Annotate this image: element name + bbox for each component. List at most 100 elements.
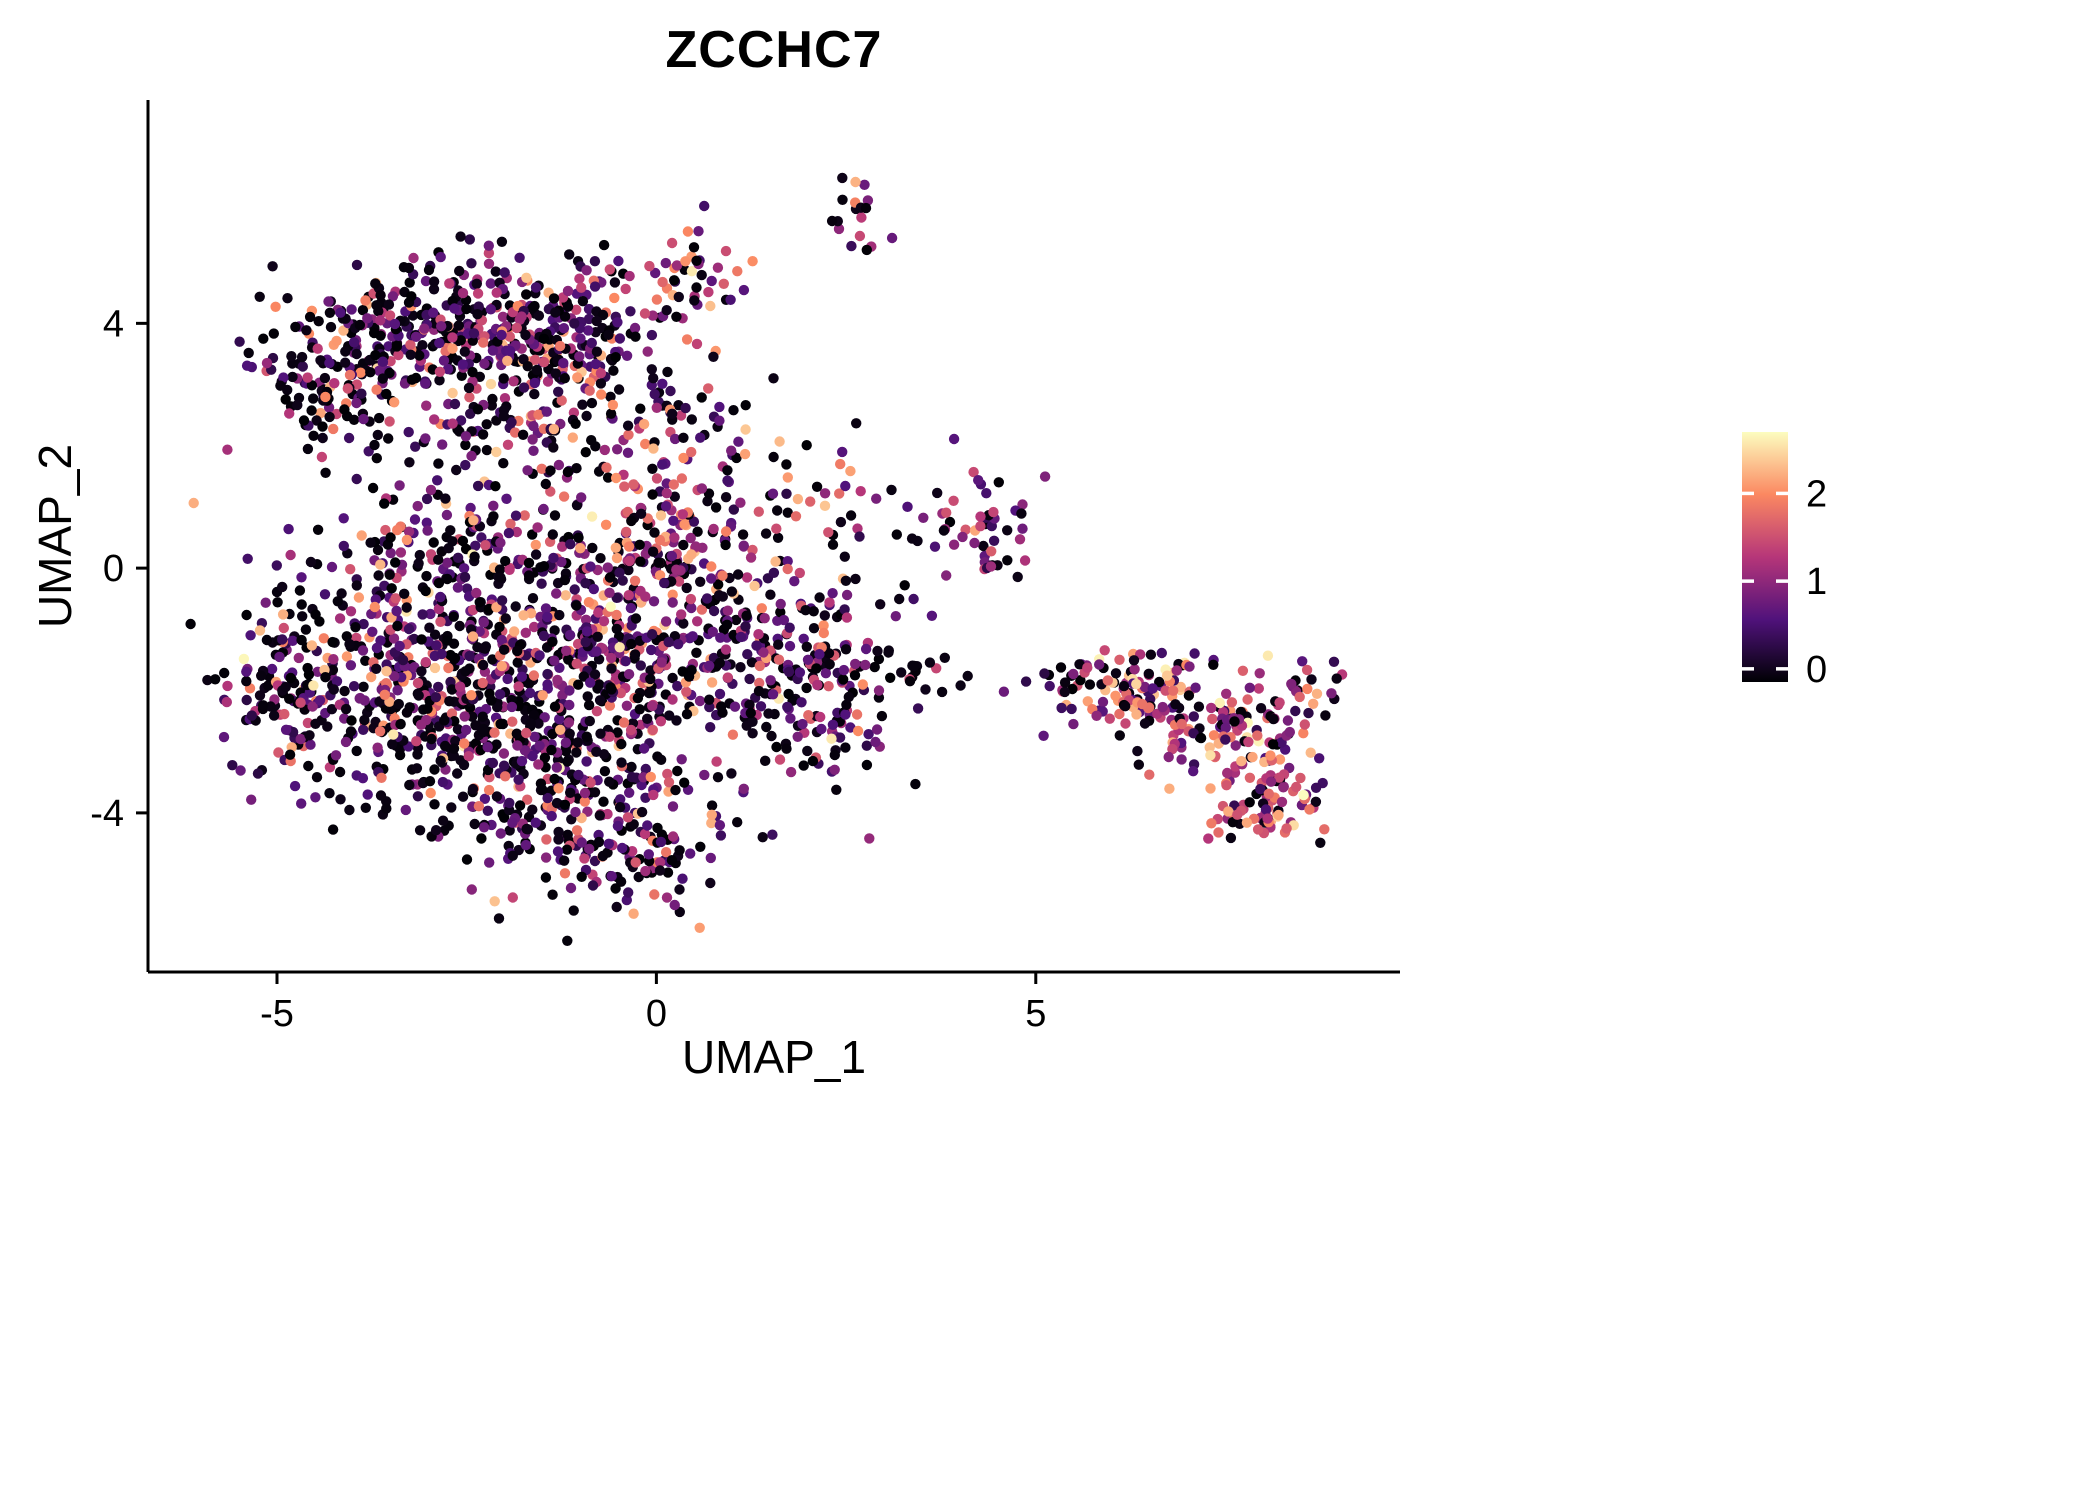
data-point xyxy=(467,711,478,722)
data-point xyxy=(869,661,880,673)
data-point xyxy=(870,736,881,748)
data-point xyxy=(838,664,850,676)
data-point xyxy=(481,419,492,430)
data-point xyxy=(827,588,838,599)
data-point xyxy=(459,738,470,749)
data-point xyxy=(1244,772,1256,783)
data-point xyxy=(483,240,494,251)
data-point xyxy=(569,584,580,595)
data-point xyxy=(375,315,386,326)
data-point xyxy=(394,640,405,652)
data-point xyxy=(541,834,552,845)
data-point xyxy=(507,817,518,828)
data-point xyxy=(477,659,489,671)
data-point xyxy=(691,282,702,293)
data-point xyxy=(720,539,731,551)
data-point xyxy=(467,366,478,378)
data-point xyxy=(394,749,406,761)
data-point xyxy=(540,852,552,863)
data-point xyxy=(1301,664,1313,676)
data-point xyxy=(498,748,510,759)
data-point xyxy=(765,675,776,686)
data-point xyxy=(345,564,356,575)
data-point xyxy=(687,631,698,642)
data-point xyxy=(894,593,905,605)
data-point xyxy=(545,486,556,497)
data-point xyxy=(272,597,283,608)
data-point xyxy=(583,699,595,711)
data-point xyxy=(1039,471,1051,482)
data-point xyxy=(564,699,575,711)
data-point xyxy=(429,662,441,674)
data-point xyxy=(735,662,746,673)
data-point xyxy=(1190,682,1201,693)
data-point xyxy=(238,653,250,665)
data-point xyxy=(771,523,782,534)
data-point xyxy=(492,701,503,713)
data-point xyxy=(692,526,703,537)
data-point xyxy=(310,792,321,803)
data-point xyxy=(599,444,610,456)
data-point xyxy=(1055,662,1067,673)
data-point xyxy=(482,805,493,816)
data-point xyxy=(558,357,569,369)
data-point xyxy=(420,657,431,668)
data-point xyxy=(614,567,625,578)
data-point xyxy=(357,773,369,784)
data-point xyxy=(1242,694,1253,705)
data-point xyxy=(854,230,866,242)
data-point xyxy=(1268,713,1279,725)
data-point xyxy=(1188,766,1199,777)
data-point xyxy=(580,447,591,458)
data-point xyxy=(864,833,875,844)
data-point xyxy=(988,535,1000,546)
data-point xyxy=(602,847,613,858)
data-point xyxy=(782,563,793,575)
data-point xyxy=(638,418,650,430)
data-point xyxy=(332,596,343,607)
data-point xyxy=(624,270,635,282)
data-point xyxy=(691,255,702,266)
data-point xyxy=(621,526,632,538)
data-point xyxy=(482,741,493,753)
data-point xyxy=(422,703,433,714)
data-point xyxy=(673,639,684,650)
data-point xyxy=(654,857,666,868)
data-point xyxy=(516,671,528,682)
data-point xyxy=(405,349,416,360)
data-point xyxy=(660,847,672,858)
data-point xyxy=(300,624,312,635)
data-point xyxy=(185,618,196,630)
data-point xyxy=(413,558,424,569)
data-point xyxy=(558,491,570,502)
data-point xyxy=(553,386,564,397)
data-point xyxy=(303,760,314,772)
data-point xyxy=(455,415,467,426)
data-point xyxy=(522,361,533,372)
data-point xyxy=(1314,753,1325,764)
data-point xyxy=(782,507,793,518)
data-point xyxy=(392,620,403,632)
data-point xyxy=(554,340,566,352)
data-point xyxy=(585,561,596,572)
data-point xyxy=(520,329,531,341)
data-point xyxy=(623,590,634,601)
data-point xyxy=(330,750,342,761)
data-point xyxy=(529,354,541,365)
data-point xyxy=(661,488,672,499)
data-point xyxy=(466,450,477,462)
data-point xyxy=(284,408,295,419)
data-point xyxy=(955,680,966,691)
data-point xyxy=(624,787,635,798)
data-point xyxy=(674,845,685,856)
data-point xyxy=(826,215,838,227)
data-point xyxy=(538,503,549,515)
data-point xyxy=(861,244,872,256)
data-point xyxy=(322,721,333,732)
data-point xyxy=(344,369,356,381)
data-point xyxy=(718,278,729,289)
data-point xyxy=(798,633,809,644)
data-point xyxy=(511,322,522,334)
data-point xyxy=(499,393,511,404)
data-point xyxy=(260,597,271,608)
